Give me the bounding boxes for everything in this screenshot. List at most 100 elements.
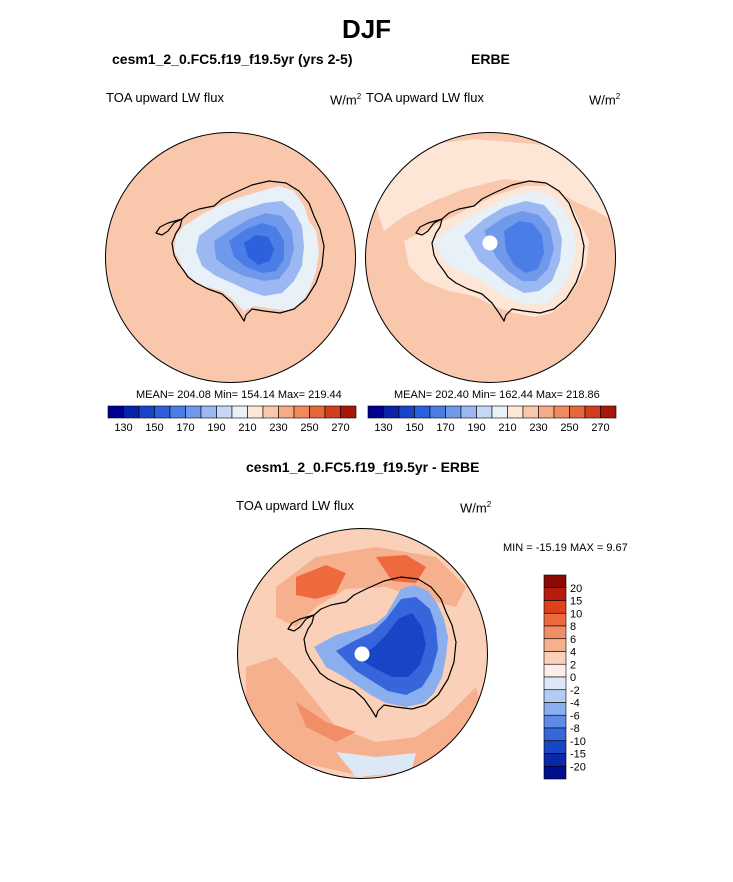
colorbar-model-swatch-4 [169, 405, 186, 419]
colorbar-difference-swatch-10 [543, 702, 567, 716]
colorbar-erbe-tick-label: 230 [529, 422, 547, 434]
map-model-coastline [155, 180, 325, 322]
colorbar-difference-tick-label: 15 [570, 596, 582, 608]
colorbar-model-tick-label: 210 [238, 422, 256, 434]
colorbar-model-swatch-13 [309, 405, 326, 419]
colorbar-difference-swatch-0 [543, 574, 567, 589]
colorbar-difference-swatch-7 [543, 663, 567, 678]
map-erbe-contour-4 [504, 221, 544, 273]
colorbar-difference-tick-label: -20 [570, 761, 586, 773]
colorbar-difference-swatch-13 [543, 740, 567, 754]
colorbar-difference-tick-label: -2 [570, 685, 580, 697]
map-model-boundary [105, 132, 356, 383]
colorbar-model-tick-label: 150 [145, 422, 163, 434]
colorbar-difference-tick-label: 2 [570, 659, 576, 671]
map-diff-missing-pole [354, 646, 370, 662]
colorbar-model-swatch-2 [138, 405, 155, 419]
map-diff-contour-6 [296, 702, 356, 742]
colorbar-erbe-swatch-5 [445, 405, 462, 419]
colorbar-difference-swatch-15 [543, 765, 567, 780]
colorbar-model: 130 150 170 190 210 230 250 270 [107, 405, 357, 434]
colorbar-difference-tick-label: 4 [570, 647, 576, 659]
colorbar-model-tick-label: 190 [207, 422, 225, 434]
colorbar-difference-tick-label: 6 [570, 634, 576, 646]
colorbar-difference-tick-label: -8 [570, 723, 580, 735]
colorbar-model-tick-label: 270 [331, 422, 349, 434]
colorbar-difference-swatch-9 [543, 689, 567, 703]
colorbar-difference-tick-label: -4 [570, 698, 580, 710]
map-diff-coastline [287, 576, 457, 718]
colorbar-difference-swatch-2 [543, 600, 567, 614]
map-model-contour-5 [244, 235, 274, 265]
panel2-stats: MEAN= 202.40 Min= 162.44 Max= 218.86 [394, 389, 600, 401]
panel2-subtitle: ERBE [471, 51, 510, 67]
map-erbe [365, 132, 616, 383]
map-erbe-contour-warm [374, 139, 614, 231]
colorbar-difference-swatch-4 [543, 625, 567, 640]
colorbar-erbe-swatch-12 [553, 405, 570, 419]
colorbar-erbe: 130 150 170 190 210 230 250 270 [367, 405, 617, 434]
colorbar-difference-tick-label: 8 [570, 621, 576, 633]
colorbar-difference-tick-label: 0 [570, 672, 576, 684]
map-diff-contour-neg [336, 752, 416, 777]
colorbar-difference-swatch-14 [543, 753, 567, 767]
colorbar-model-swatch-0 [107, 405, 124, 419]
colorbar-model-swatch-10 [262, 405, 279, 419]
map-erbe-boundary [365, 132, 616, 383]
colorbar-erbe-tick-label: 150 [405, 422, 423, 434]
colorbar-difference-tick-label: -15 [570, 749, 586, 761]
colorbar-erbe-swatch-6 [460, 405, 477, 419]
panel3-units: W/m2 [460, 500, 492, 516]
colorbar-difference-swatch-3 [543, 612, 567, 627]
colorbar-model-swatch-9 [247, 405, 264, 419]
panel1-variable-label: TOA upward LW flux [106, 90, 225, 105]
colorbar-model-swatch-1 [123, 405, 140, 419]
panel2-variable-label: TOA upward LW flux [366, 90, 485, 105]
panel3-subtitle: cesm1_2_0.FC5.f19_f19.5yr - ERBE [246, 459, 480, 475]
colorbar-model-swatch-14 [324, 405, 341, 419]
colorbar-difference-tick-label: -6 [570, 710, 580, 722]
panel1-stats: MEAN= 204.08 Min= 154.14 Max= 219.44 [136, 389, 342, 401]
colorbar-difference-tick-label: -10 [570, 736, 586, 748]
colorbar-erbe-swatch-4 [429, 405, 446, 419]
colorbar-erbe-tick-label: 210 [498, 422, 516, 434]
colorbar-model-swatch-15 [340, 405, 357, 419]
map-model [105, 132, 356, 383]
colorbar-difference-swatch-5 [543, 638, 567, 652]
colorbar-model-swatch-3 [154, 405, 171, 419]
colorbar-erbe-tick-label: 270 [591, 422, 609, 434]
map-diff-contour-8b [376, 555, 426, 583]
colorbar-model-swatch-8 [231, 405, 248, 419]
colorbar-difference-tick-label: 10 [570, 608, 582, 620]
colorbar-model-tick-label: 130 [114, 422, 132, 434]
map-diff-contour-8a [296, 565, 346, 599]
main-title: DJF [341, 14, 392, 44]
map-diff-boundary [237, 528, 488, 779]
colorbar-erbe-swatch-9 [507, 405, 524, 419]
colorbar-model-tick-label: 230 [269, 422, 287, 434]
map-diff-contour-4b [246, 657, 486, 777]
colorbar-model-swatch-6 [200, 405, 217, 419]
colorbar-erbe-tick-label: 190 [467, 422, 485, 434]
colorbar-erbe-swatch-2 [398, 405, 415, 419]
colorbar-erbe-tick-label: 250 [560, 422, 578, 434]
colorbar-erbe-swatch-15 [600, 405, 617, 419]
colorbar-difference-swatch-11 [543, 714, 567, 729]
panel1-units: W/m2 [330, 92, 362, 108]
colorbar-model-swatch-12 [293, 405, 310, 419]
colorbar-erbe-swatch-14 [584, 405, 601, 419]
colorbar-erbe-swatch-10 [522, 405, 539, 419]
map-erbe-coastline [415, 180, 585, 322]
colorbar-erbe-swatch-7 [476, 405, 493, 419]
panel1-subtitle: cesm1_2_0.FC5.f19_f19.5yr (yrs 2-5) [112, 51, 353, 67]
colorbar-erbe-tick-label: 170 [436, 422, 454, 434]
colorbar-model-tick-label: 250 [300, 422, 318, 434]
panel3-variable-label: TOA upward LW flux [236, 498, 355, 513]
colorbar-difference-swatch-8 [543, 676, 567, 691]
colorbar-erbe-swatch-0 [367, 405, 384, 419]
colorbar-erbe-swatch-11 [538, 405, 555, 419]
colorbar-difference-tick-label: 20 [570, 583, 582, 595]
colorbar-erbe-swatch-13 [569, 405, 586, 419]
colorbar-erbe-swatch-3 [414, 405, 431, 419]
